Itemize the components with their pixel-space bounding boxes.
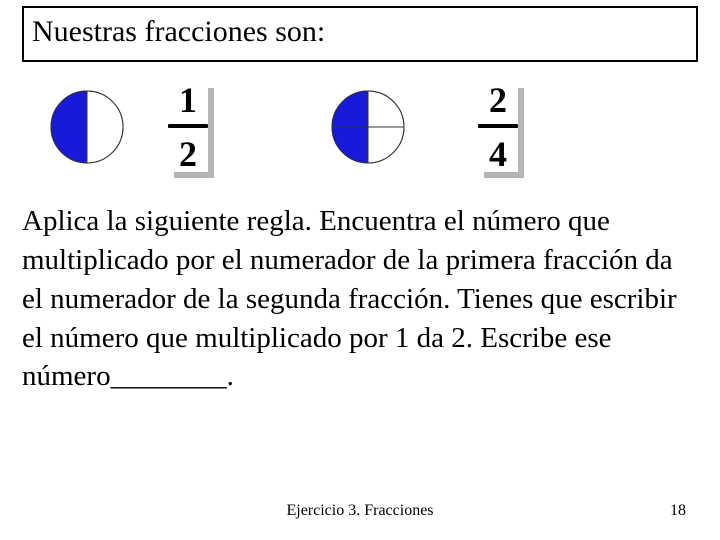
fraction-shadow-right: [518, 88, 524, 178]
fractions-row: 1 2 2 4: [32, 82, 698, 172]
slide-page: Nuestras fracciones son: 1 2: [0, 0, 720, 540]
fraction-shadow-bottom: [484, 172, 524, 178]
pie-quarters-svg: [328, 87, 408, 167]
fraction-denominator: 4: [485, 134, 511, 172]
fraction-one-half: 1 2: [168, 82, 208, 172]
pie-slice-filled: [51, 91, 87, 163]
fraction-numerator: 1: [175, 82, 201, 122]
footer-center: Ejercicio 3. Fracciones: [90, 502, 630, 520]
fraction-shadow-right: [208, 88, 214, 178]
title-text: Nuestras fracciones son:: [32, 15, 325, 48]
footer: Ejercicio 3. Fracciones 18: [0, 502, 720, 520]
fraction-numerator: 2: [485, 82, 511, 122]
title-box: Nuestras fracciones son:: [22, 6, 698, 62]
page-number: 18: [630, 502, 720, 520]
fraction-two-fourths: 2 4: [478, 82, 518, 172]
pie-half: [32, 87, 142, 167]
fraction-denominator: 2: [175, 134, 201, 172]
pie-quarters: [298, 87, 438, 167]
instruction-paragraph: Aplica la siguiente regla. Encuentra el …: [22, 202, 682, 396]
fraction-bar: [478, 124, 518, 128]
pie-slice-empty: [87, 91, 123, 163]
fraction-shadow-bottom: [174, 172, 214, 178]
pie-half-svg: [47, 87, 127, 167]
fraction-bar: [168, 124, 208, 128]
